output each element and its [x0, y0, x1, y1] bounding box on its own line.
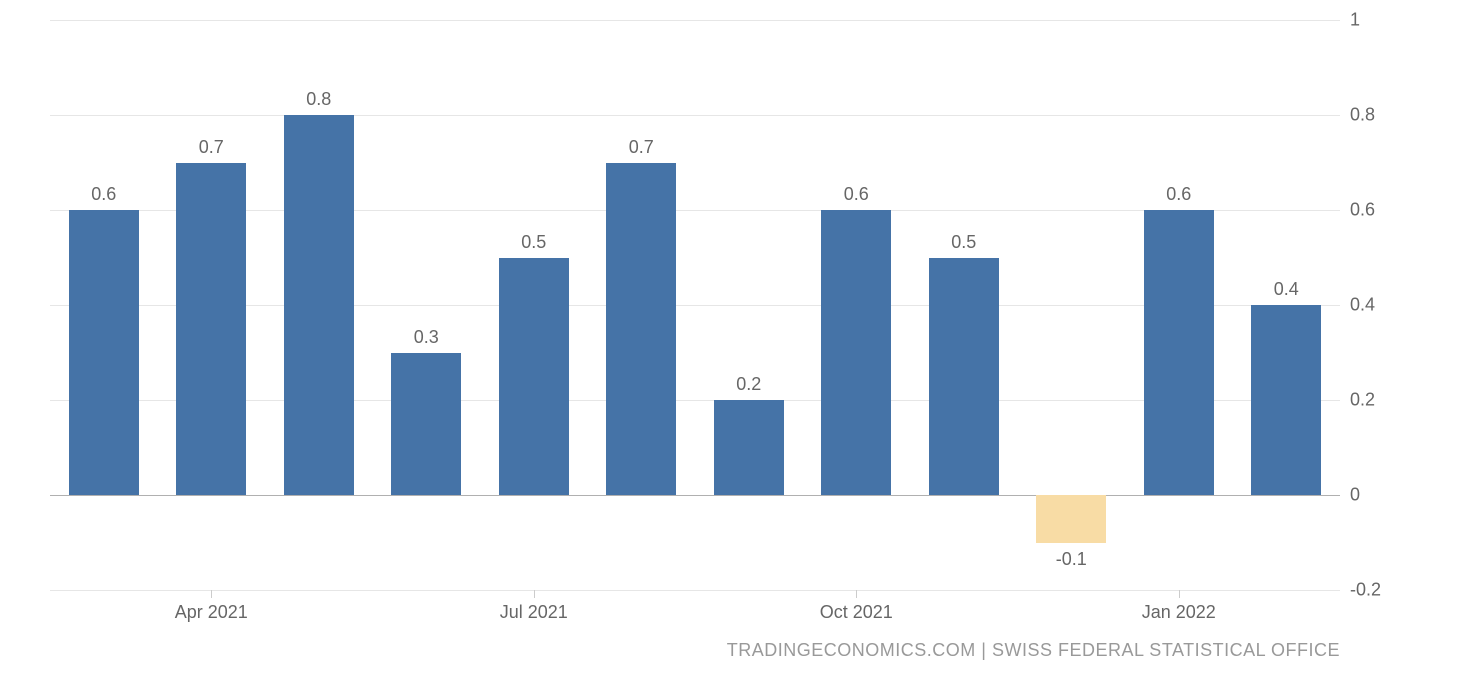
x-tick — [211, 590, 212, 598]
bar-value-label: 0.6 — [844, 184, 869, 205]
bar-value-label: 0.2 — [736, 374, 761, 395]
y-tick-label: 0.8 — [1350, 105, 1400, 126]
x-tick-label: Jul 2021 — [500, 602, 568, 623]
bar[interactable] — [284, 115, 354, 495]
x-tick — [1179, 590, 1180, 598]
gridline — [50, 20, 1340, 21]
bar-value-label: -0.1 — [1056, 549, 1087, 570]
bar[interactable] — [391, 353, 461, 496]
bar[interactable] — [176, 163, 246, 496]
gridline — [50, 590, 1340, 591]
chart-container: -0.200.20.40.60.810.60.70.80.30.50.70.20… — [50, 20, 1340, 590]
x-tick — [534, 590, 535, 598]
bar-value-label: 0.6 — [1166, 184, 1191, 205]
bar-value-label: 0.4 — [1274, 279, 1299, 300]
bar[interactable] — [1144, 210, 1214, 495]
y-tick-label: -0.2 — [1350, 580, 1400, 601]
bar-value-label: 0.6 — [91, 184, 116, 205]
bar[interactable] — [69, 210, 139, 495]
y-tick-label: 0.2 — [1350, 390, 1400, 411]
bar[interactable] — [606, 163, 676, 496]
y-tick-label: 0.6 — [1350, 200, 1400, 221]
bar[interactable] — [499, 258, 569, 496]
bar[interactable] — [929, 258, 999, 496]
y-tick-label: 0.4 — [1350, 295, 1400, 316]
x-tick-label: Oct 2021 — [820, 602, 893, 623]
bar-value-label: 0.5 — [521, 232, 546, 253]
y-tick-label: 0 — [1350, 485, 1400, 506]
bar[interactable] — [821, 210, 891, 495]
bar-value-label: 0.7 — [629, 137, 654, 158]
x-tick-label: Jan 2022 — [1142, 602, 1216, 623]
gridline — [50, 115, 1340, 116]
bar[interactable] — [714, 400, 784, 495]
bar-value-label: 0.3 — [414, 327, 439, 348]
zero-gridline — [50, 495, 1340, 496]
x-tick-label: Apr 2021 — [175, 602, 248, 623]
x-tick — [856, 590, 857, 598]
bar-value-label: 0.5 — [951, 232, 976, 253]
chart-source: TRADINGECONOMICS.COM | SWISS FEDERAL STA… — [727, 640, 1340, 661]
bar-value-label: 0.7 — [199, 137, 224, 158]
bar[interactable] — [1036, 495, 1106, 543]
y-tick-label: 1 — [1350, 10, 1400, 31]
plot-area: -0.200.20.40.60.810.60.70.80.30.50.70.20… — [50, 20, 1340, 590]
bar[interactable] — [1251, 305, 1321, 495]
bar-value-label: 0.8 — [306, 89, 331, 110]
